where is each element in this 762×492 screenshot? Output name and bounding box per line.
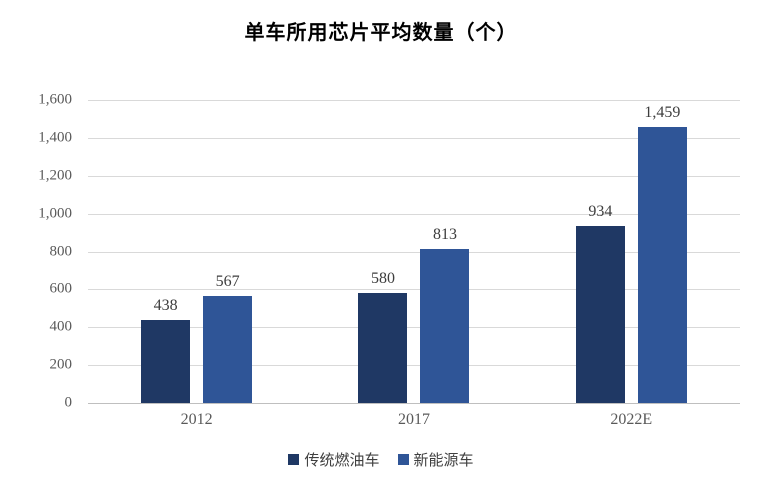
bar-传统燃油车-2022E	[575, 226, 625, 403]
gridline	[88, 289, 740, 291]
x-axis-line	[88, 403, 740, 404]
bar-新能源车-2012	[203, 295, 253, 403]
bar-传统燃油车-2012	[141, 320, 191, 403]
y-tick-label: 1,000	[38, 205, 72, 222]
legend-swatch-icon	[397, 454, 409, 465]
y-tick-label: 800	[49, 243, 73, 259]
y-tick-label: 600	[49, 280, 73, 297]
bar-新能源车-2017	[420, 249, 470, 403]
gridline	[88, 365, 740, 367]
y-tick-label: 200	[49, 356, 73, 373]
legend: 传统燃油车 新能源车	[0, 449, 762, 470]
y-tick-label: 0	[64, 394, 73, 411]
bar-wrap: 934	[575, 100, 625, 403]
y-tick-label: 400	[49, 318, 73, 335]
legend-label: 传统燃油车	[304, 453, 380, 469]
value-label: 580	[370, 270, 395, 288]
legend-item: 传统燃油车	[288, 449, 380, 470]
legend-item: 新能源车	[397, 449, 474, 470]
gridline	[88, 251, 740, 253]
bar-wrap: 1,459	[637, 100, 687, 403]
gridline	[88, 100, 740, 101]
legend-label: 新能源车	[413, 453, 474, 469]
value-label: 934	[588, 203, 613, 221]
gridline	[88, 137, 740, 139]
bar-group-2022E: 934 1,459	[523, 100, 740, 403]
bar-传统燃油车-2017	[358, 293, 408, 403]
gridline	[88, 175, 740, 177]
bar-wrap: 438	[141, 100, 191, 403]
value-label: 567	[215, 272, 240, 290]
gridline	[88, 327, 740, 329]
value-label: 438	[153, 297, 178, 315]
x-tick-label: 2017	[397, 411, 430, 428]
gridline	[88, 213, 740, 215]
bar-wrap: 580	[358, 100, 408, 403]
y-axis-tick-labels: 0 200 400 600 800 1,000 1,200 1,400 1,600	[0, 92, 73, 411]
x-axis-tick-labels: 2012 2017 2022E	[88, 411, 740, 429]
chart-title: 单车所用芯片平均数量（个）	[244, 22, 518, 44]
bar-新能源车-2022E	[637, 126, 687, 403]
x-tick-label: 2012	[180, 411, 213, 428]
bar-group-2017: 580 813	[305, 100, 522, 403]
plot-area: 438 567 580 813 934 1,459	[88, 100, 740, 403]
value-label: 1,459	[644, 103, 681, 121]
y-tick-label: 1,400	[38, 129, 72, 146]
bar-wrap: 567	[203, 100, 253, 403]
y-tick-label: 1,200	[38, 167, 72, 184]
bar-groups: 438 567 580 813 934 1,459	[88, 100, 740, 403]
legend-swatch-icon	[288, 454, 300, 465]
x-tick-label: 2022E	[610, 411, 653, 428]
y-tick-label: 1,600	[38, 91, 72, 108]
value-label: 813	[432, 226, 457, 244]
bar-group-2012: 438 567	[88, 100, 305, 403]
bar-wrap: 813	[420, 100, 470, 403]
